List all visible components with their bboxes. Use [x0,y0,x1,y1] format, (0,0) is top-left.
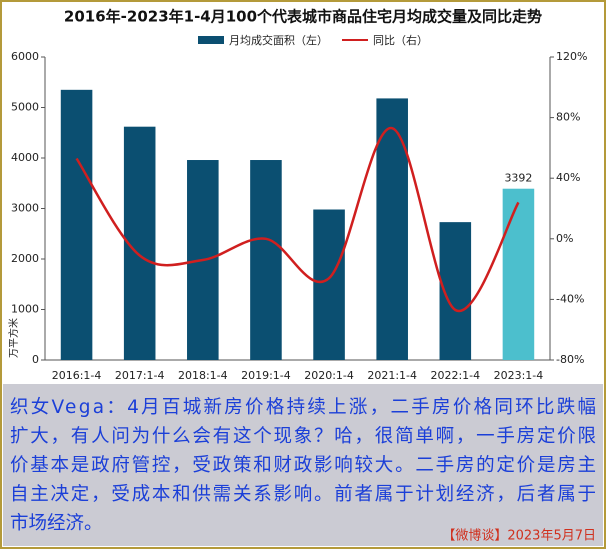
y-tick-label: 6000 [11,50,39,63]
x-tick-label: 2016:1-4 [52,369,102,382]
bar [502,188,535,360]
x-tick-label: 2019:1-4 [241,369,291,382]
y2-tick-label: 120% [556,50,587,63]
value-label: 3392 [504,172,532,185]
legend-swatch [198,36,224,44]
x-tick-label: 2022:1-4 [430,369,480,382]
commentary-line: 价基本是政府管控，受政策和财政影响较大。二手房的定价是房主 [10,455,596,476]
x-tick-label: 2021:1-4 [367,369,417,382]
y-tick-label: 4000 [11,151,39,164]
legend-label: 同比（右） [373,33,428,47]
commentary-line: 市场经济。 [10,513,103,534]
y-tick-label: 3000 [11,202,39,215]
y2-tick-label: 40% [556,171,580,184]
commentary-line: 扩大，有人问为什么会有这个现象？哈，很简单啊，一手房定价限 [10,426,596,447]
x-tick-label: 2018:1-4 [178,369,228,382]
y2-tick-label: 0% [556,232,573,245]
legend-label: 月均成交面积（左） [229,33,328,47]
commentary-line: 自主决定，受成本和供需关系影响。前者属于计划经济，后者属于 [10,484,596,505]
y2-tick-label: -80% [556,353,584,366]
bar [313,209,345,360]
commentary-box [3,384,603,546]
bar [250,160,282,360]
y-tick-label: 1000 [11,303,39,316]
line [75,126,520,313]
footer: 【微博谈】2023年5月7日 [442,529,596,544]
y-axis-label: 万平方米 [7,318,20,358]
y-tick-label: 2000 [11,252,39,265]
y-tick-label: 5000 [11,101,39,114]
commentary-line: 织女Vega：4月百城新房价格持续上涨，二手房价格同环比跌幅 [10,397,596,418]
x-tick-label: 2023:1-4 [494,369,544,382]
x-tick-label: 2020:1-4 [304,369,354,382]
y2-tick-label: 80% [556,111,580,124]
y2-tick-label: -40% [556,292,584,305]
chart-title: 2016年-2023年1-4月100个代表城市商品住宅月均成交量及同比走势 [64,8,542,26]
x-tick-label: 2017:1-4 [115,369,165,382]
y-tick-label: 0 [32,353,39,366]
bar [60,89,93,360]
